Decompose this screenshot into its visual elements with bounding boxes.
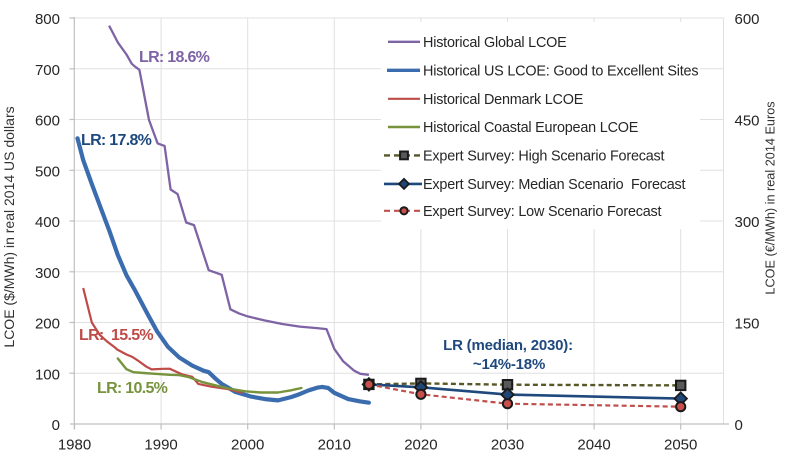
svg-text:Historical Denmark LCOE: Historical Denmark LCOE	[423, 92, 583, 108]
svg-text:LCOE (€/MWh) in real 2014 Euro: LCOE (€/MWh) in real 2014 Euros	[764, 101, 778, 294]
svg-text:0: 0	[52, 417, 60, 434]
svg-text:700: 700	[35, 62, 60, 79]
svg-text:2030: 2030	[491, 436, 524, 453]
svg-text:LR: 17.8%: LR: 17.8%	[81, 132, 152, 149]
svg-text:LR: 18.6%: LR: 18.6%	[139, 49, 210, 66]
svg-text:2010: 2010	[318, 436, 351, 453]
svg-text:400: 400	[35, 214, 60, 231]
svg-text:1990: 1990	[144, 436, 177, 453]
svg-text:500: 500	[35, 164, 60, 181]
svg-text:600: 600	[735, 11, 760, 28]
svg-text:150: 150	[735, 316, 760, 333]
svg-text:Historical US LCOE: Good to Ex: Historical US LCOE: Good to Excellent Si…	[423, 63, 698, 79]
svg-text:Historical Global LCOE: Historical Global LCOE	[423, 35, 567, 51]
svg-text:800: 800	[35, 11, 60, 28]
svg-text:0: 0	[735, 417, 743, 434]
svg-text:2000: 2000	[231, 436, 264, 453]
svg-text:300: 300	[35, 265, 60, 282]
svg-text:2040: 2040	[577, 436, 610, 453]
svg-text:LCOE ($/MWh) in real 2014 US d: LCOE ($/MWh) in real 2014 US dollars	[1, 106, 17, 347]
svg-text:~14%-18%: ~14%-18%	[473, 356, 545, 373]
svg-text:450: 450	[735, 113, 760, 130]
svg-text:100: 100	[35, 366, 60, 383]
svg-text:Historical Coastal European LC: Historical Coastal European LCOE	[423, 120, 638, 136]
svg-text:Expert Survey: Low Scenario Fo: Expert Survey: Low Scenario Forecast	[423, 204, 662, 220]
svg-text:2050: 2050	[664, 436, 697, 453]
svg-text:LR: 10.5%: LR: 10.5%	[97, 380, 168, 397]
svg-text:200: 200	[35, 316, 60, 333]
svg-text:Expert Survey: Median Scenario: Expert Survey: Median Scenario Forecast	[423, 177, 686, 193]
svg-text:LR (median, 2030):: LR (median, 2030):	[443, 337, 573, 354]
svg-text:Expert Survey: High Scenario F: Expert Survey: High Scenario Forecast	[423, 148, 665, 164]
svg-text:300: 300	[735, 214, 760, 231]
svg-text:1980: 1980	[58, 436, 91, 453]
svg-text:600: 600	[35, 113, 60, 130]
svg-text:LR: 15.5%: LR: 15.5%	[79, 327, 153, 344]
svg-text:2020: 2020	[404, 436, 437, 453]
